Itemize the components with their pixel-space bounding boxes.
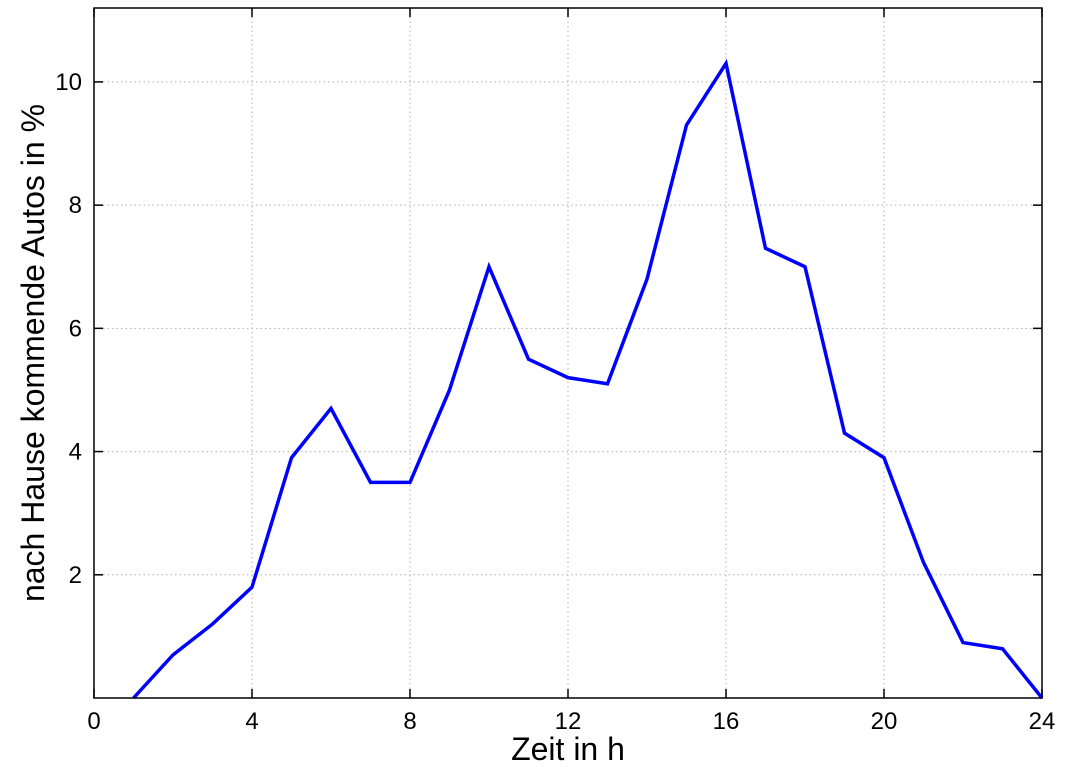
grid-lines — [94, 8, 1042, 698]
x-axis-title: Zeit in h — [511, 731, 625, 767]
x-tick-label: 16 — [713, 708, 740, 735]
y-tick-label: 6 — [69, 315, 82, 342]
plot-frame — [93, 7, 1043, 699]
x-tick-label: 0 — [87, 708, 100, 735]
x-tick-label: 4 — [245, 708, 258, 735]
y-tick-label: 10 — [55, 69, 82, 96]
x-tick-label: 8 — [403, 708, 416, 735]
x-tick-label: 24 — [1029, 708, 1056, 735]
series-lines — [132, 58, 1044, 700]
y-tick-label: 8 — [69, 192, 82, 219]
y-tick-label: 4 — [69, 439, 82, 466]
y-tick-label: 2 — [69, 562, 82, 589]
x-tick-label: 20 — [871, 708, 898, 735]
y-axis-title: nach Hause kommende Autos in % — [15, 104, 51, 602]
series-line — [132, 58, 1044, 700]
axis-ticks — [93, 8, 1043, 698]
x-tick-label: 12 — [555, 708, 582, 735]
